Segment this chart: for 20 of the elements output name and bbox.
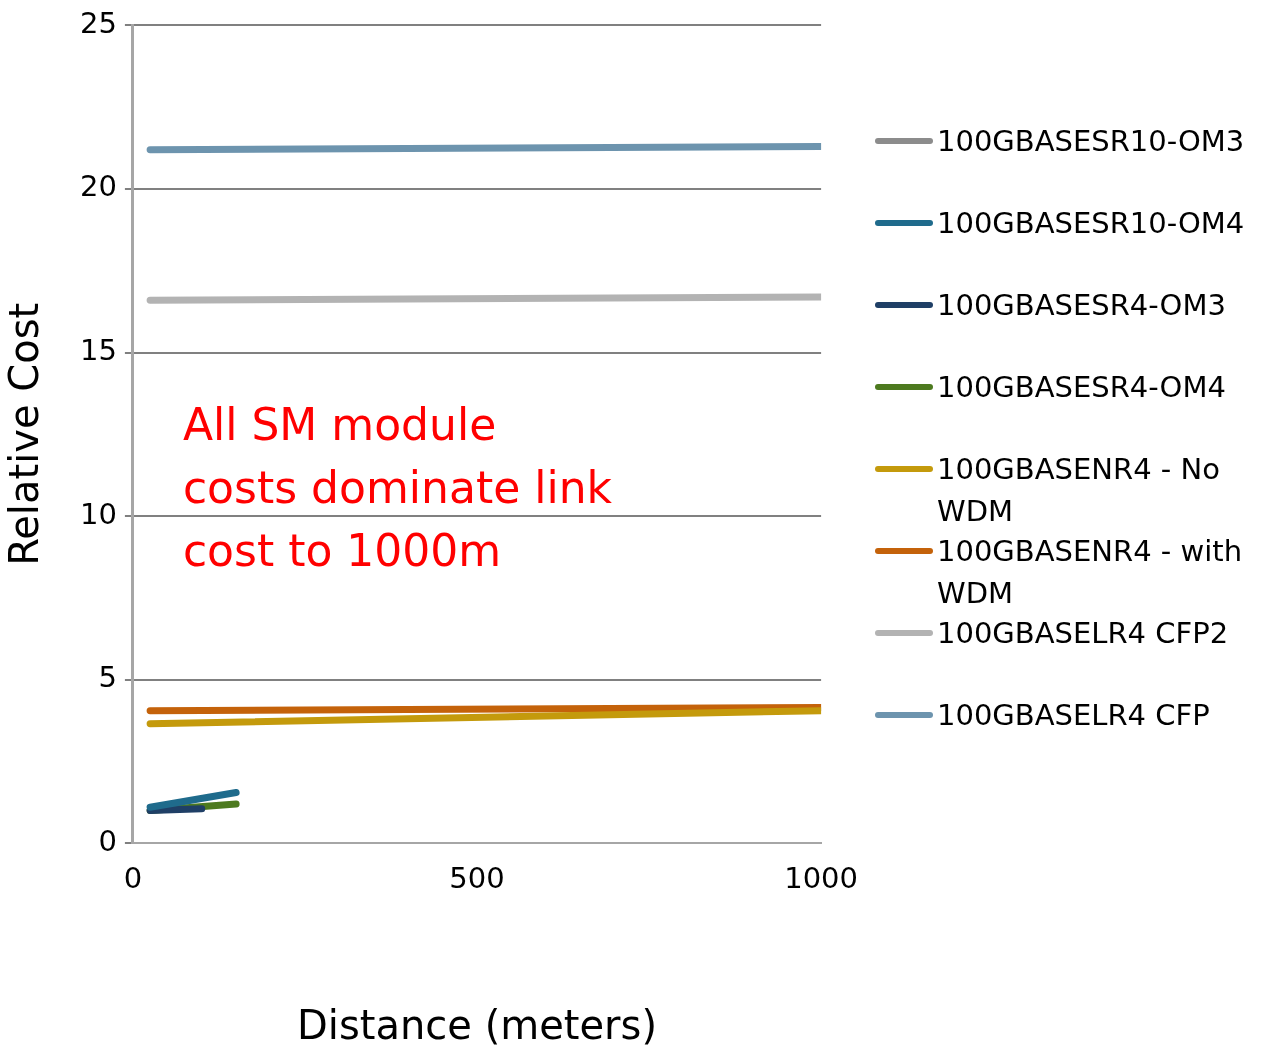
x-tick-label: 0 bbox=[123, 861, 143, 896]
legend-label: 100GBASENR4 - No WDM bbox=[937, 451, 1221, 530]
legend-label: 100GBASESR4-OM4 bbox=[937, 369, 1226, 406]
y-axis-title: Relative Cost bbox=[1, 302, 48, 566]
y-tick-label: 0 bbox=[98, 823, 117, 858]
y-tick-label: 20 bbox=[80, 169, 117, 204]
legend-label: 100GBASESR10-OM3 bbox=[937, 123, 1245, 160]
annotation: All SM module costs dominate link cost to 1000m bbox=[182, 399, 613, 577]
x-tick-label: 500 bbox=[449, 861, 505, 896]
legend-label: 100GBASELR4 CFP2 bbox=[937, 615, 1229, 652]
x-tick-label: 1000 bbox=[784, 861, 858, 896]
y-tick-label: 10 bbox=[80, 496, 117, 531]
y-tick-label: 15 bbox=[80, 333, 117, 368]
y-tick-label: 25 bbox=[80, 5, 117, 40]
legend-label: 100GBASELR4 CFP bbox=[937, 697, 1210, 734]
legend-label: 100GBASESR10-OM4 bbox=[937, 205, 1245, 242]
y-tick-label: 5 bbox=[98, 660, 117, 695]
legend-label: 100GBASESR4-OM3 bbox=[937, 287, 1226, 324]
legend-label: 100GBASENR4 - with WDM bbox=[937, 533, 1243, 612]
x-axis-title: Distance (meters) bbox=[297, 1002, 657, 1049]
